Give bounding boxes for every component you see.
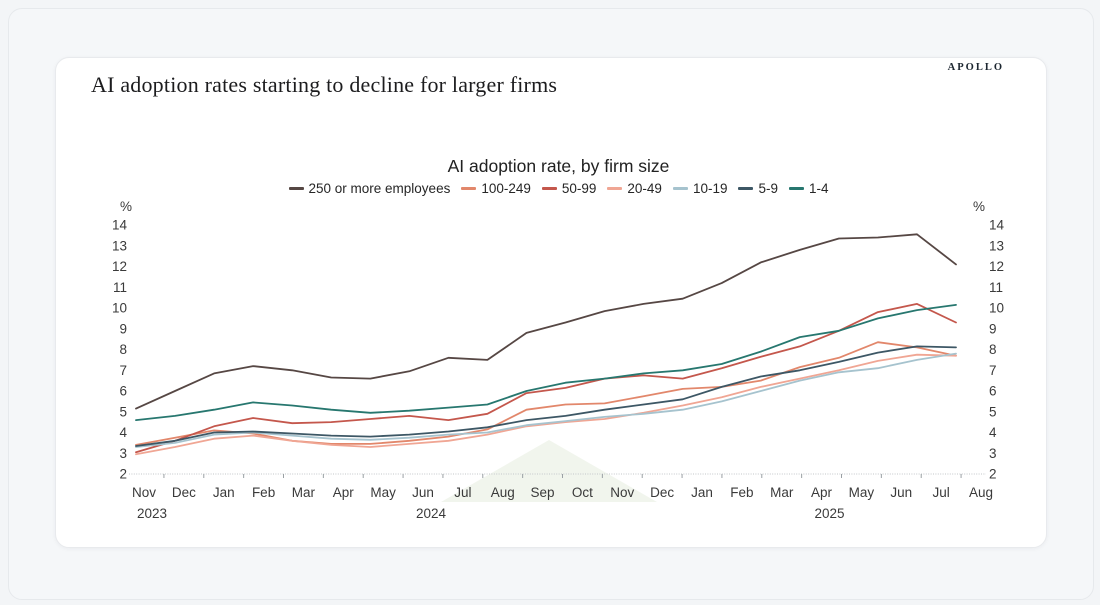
y-axis-tick-label-left: 7	[119, 363, 127, 378]
y-axis-unit-right: %	[973, 199, 985, 214]
x-axis-month-label: Feb	[730, 485, 753, 500]
x-axis-month-label: Dec	[650, 485, 674, 500]
x-axis-month-label: Apr	[333, 485, 355, 500]
y-axis-tick-label-left: 6	[119, 384, 127, 399]
y-axis-tick-label-right: 8	[989, 342, 997, 357]
line-chart-plot: Nov Dec Jan Feb Mar Apr May Jun Jul Aug Sep Oct Nov D…	[112, 199, 1005, 521]
series-line-100-249	[135, 341, 957, 446]
legend-dash-icon	[541, 187, 557, 190]
legend-item: 100-249	[461, 181, 531, 196]
x-axis-month-label: Oct	[572, 485, 593, 500]
legend-item: 10-19	[672, 181, 728, 196]
legend-dash-icon	[607, 187, 623, 190]
y-axis-tick-label-left: 11	[113, 280, 127, 295]
y-axis-tick-label-left: 2	[119, 467, 127, 482]
legend-label: 100-249	[481, 181, 531, 196]
legend-dash-icon	[672, 187, 688, 190]
y-axis-tick-label-left: 14	[112, 218, 128, 233]
y-axis-tick-label-right: 9	[989, 321, 997, 336]
series-line-10-19	[135, 352, 957, 448]
legend-label: 10-19	[692, 181, 728, 196]
page-title: AI adoption rates starting to decline fo…	[91, 72, 558, 97]
y-axis-tick-label-right: 14	[989, 218, 1005, 233]
chart-title: AI adoption rate, by firm size	[447, 156, 670, 176]
legend-dash-icon	[288, 187, 304, 190]
legend-label: 1-4	[808, 181, 829, 196]
x-axis-year-label: 2024	[416, 506, 447, 521]
series-line-1-4	[135, 303, 957, 422]
x-axis-month-label: Aug	[491, 485, 515, 500]
legend-label: 5-9	[758, 181, 778, 196]
y-axis-tick-label-right: 7	[989, 363, 997, 378]
legend-item: 5-9	[738, 181, 778, 196]
y-axis-tick-label-right: 6	[989, 384, 997, 399]
series-line-20-49	[135, 353, 957, 456]
y-axis-tick-label-left: 4	[119, 425, 127, 440]
x-axis-month-label: Jul	[454, 485, 471, 500]
x-axis-month-label: Nov	[132, 485, 156, 500]
x-axis-month-label: Aug	[969, 485, 993, 500]
series-line-250-or-more-employees	[135, 233, 957, 410]
x-axis-month-label: Jan	[213, 485, 235, 500]
y-axis-tick-label-right: 10	[989, 301, 1004, 316]
legend-label: 50-99	[561, 181, 597, 196]
legend-label: 20-49	[627, 181, 662, 196]
y-axis-tick-label-left: 3	[119, 446, 127, 461]
chart-legend: 250 or more employees 100-249 50-99 20-49 10…	[131, 181, 986, 196]
legend-item: 20-49	[607, 181, 662, 196]
legend-item: 50-99	[541, 181, 597, 196]
x-axis-month-label: Jan	[691, 485, 713, 500]
chart-card: APOLLO AI adoption rates starting to dec…	[55, 57, 1047, 548]
series-line-5-9	[135, 345, 957, 447]
x-axis-month-label: Jul	[933, 485, 950, 500]
x-axis-month-label: Feb	[252, 485, 275, 500]
x-axis-month-label: May	[849, 485, 875, 500]
y-axis-tick-label-right: 11	[989, 280, 1003, 295]
y-axis-tick-label-right: 3	[989, 446, 997, 461]
y-axis-tick-label-left: 5	[119, 404, 127, 419]
x-axis-month-label: Nov	[610, 485, 634, 500]
watermark-triangle	[441, 440, 657, 502]
y-axis-tick-label-right: 12	[989, 259, 1004, 274]
legend-dash-icon	[461, 187, 477, 190]
y-axis-tick-label-left: 12	[112, 259, 127, 274]
y-axis-tick-label-left: 8	[119, 342, 127, 357]
y-axis-tick-label-right: 4	[989, 425, 997, 440]
legend-dash-icon	[788, 187, 804, 190]
x-axis-month-label: May	[370, 485, 396, 500]
y-axis-unit-left: %	[120, 199, 132, 214]
legend-label: 250 or more employees	[308, 181, 451, 196]
brand-logo: APOLLO	[947, 62, 1004, 73]
x-axis-month-label: Sep	[531, 485, 555, 500]
x-axis-year-label: 2025	[815, 506, 845, 521]
x-axis-month-label: Mar	[292, 485, 316, 500]
x-axis-month-label: Dec	[172, 485, 196, 500]
y-axis-tick-label-right: 5	[989, 404, 997, 419]
y-axis-tick-label-left: 13	[112, 238, 127, 253]
legend-item: 250 or more employees	[288, 181, 451, 196]
x-axis-year-label: 2023	[137, 506, 167, 521]
legend-dash-icon	[738, 187, 754, 190]
x-axis-month-label: Mar	[770, 485, 794, 500]
y-axis-tick-label-right: 13	[989, 238, 1004, 253]
x-axis-month-label: Apr	[811, 485, 833, 500]
y-axis-tick-label-left: 10	[112, 301, 127, 316]
y-axis-tick-label-left: 9	[119, 321, 127, 336]
series-line-50-99	[135, 302, 957, 454]
y-axis-tick-label-right: 2	[989, 467, 997, 482]
legend-item: 1-4	[788, 181, 829, 196]
x-axis-month-label: Jun	[412, 485, 434, 500]
x-axis-month-label: Jun	[890, 485, 912, 500]
